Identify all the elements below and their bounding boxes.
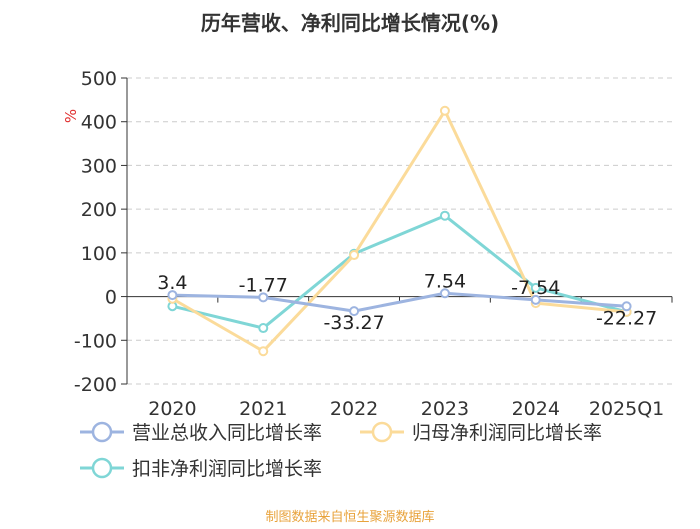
chart-title: 历年营收、净利同比增长情况(%)	[201, 11, 499, 35]
series-point	[349, 306, 360, 317]
data-label: -22.27	[596, 307, 657, 329]
y-axis-label: %	[62, 109, 80, 123]
series-point	[530, 282, 541, 293]
legend-item[interactable]: 扣非净利润同比增长率	[80, 457, 322, 480]
x-tick-label: 2022	[330, 398, 378, 420]
legend-label: 归母净利润同比增长率	[412, 422, 602, 444]
x-tick-label: 2020	[148, 398, 196, 420]
y-tick-label: 400	[81, 112, 117, 134]
data-label: -7.54	[511, 277, 560, 299]
y-tick-label: 200	[81, 199, 117, 221]
x-tick-label: 2024	[512, 398, 560, 420]
y-tick-label: -100	[74, 330, 117, 352]
data-label-layer: 3.4 -1.77 -33.27 7.54 -7.54 -22.27	[157, 270, 657, 334]
data-label: 7.54	[424, 270, 466, 292]
legend-label: 扣非净利润同比增长率	[132, 458, 322, 480]
legend-swatch-circle	[91, 421, 113, 443]
legend-item[interactable]: 归母净利润同比增长率	[360, 421, 602, 444]
y-tick-label: 0	[105, 287, 117, 309]
series-line	[172, 214, 627, 330]
series-layer	[167, 105, 632, 357]
legend-label: 营业总收入同比增长率	[132, 422, 322, 444]
data-label: -1.77	[239, 274, 288, 296]
series-point	[258, 292, 269, 303]
data-label: 3.4	[157, 272, 187, 294]
series-line	[172, 291, 627, 313]
series-line	[171, 109, 627, 353]
series-point	[530, 294, 541, 305]
legend-swatch-circle	[371, 421, 393, 443]
grid-layer	[127, 77, 672, 385]
y-tick-label: 300	[81, 155, 117, 177]
x-tick-label: 2023	[421, 398, 469, 420]
series-point	[439, 105, 450, 116]
data-label: -33.27	[323, 312, 384, 334]
series-point	[258, 323, 269, 334]
y-tick-label: 500	[81, 68, 117, 90]
series-point	[258, 346, 269, 357]
source-note: 制图数据来自恒生聚源数据库	[265, 509, 434, 525]
legend-item[interactable]: 营业总收入同比增长率	[80, 421, 322, 444]
legend-swatch-circle	[91, 457, 113, 479]
series-point	[439, 210, 450, 221]
y-tick-label: -200	[74, 374, 117, 396]
series-point	[167, 290, 178, 301]
series-point	[621, 301, 632, 312]
series-point	[439, 288, 450, 299]
x-tick-label: 2021	[239, 398, 287, 420]
y-tick-label: 100	[81, 243, 117, 265]
axis-layer: 500 400 300 200 100 0 -100 -200 2020 2021 2022 2023…	[62, 68, 673, 420]
series-point	[349, 250, 360, 261]
x-tick-label: 2025Q1	[589, 398, 664, 420]
